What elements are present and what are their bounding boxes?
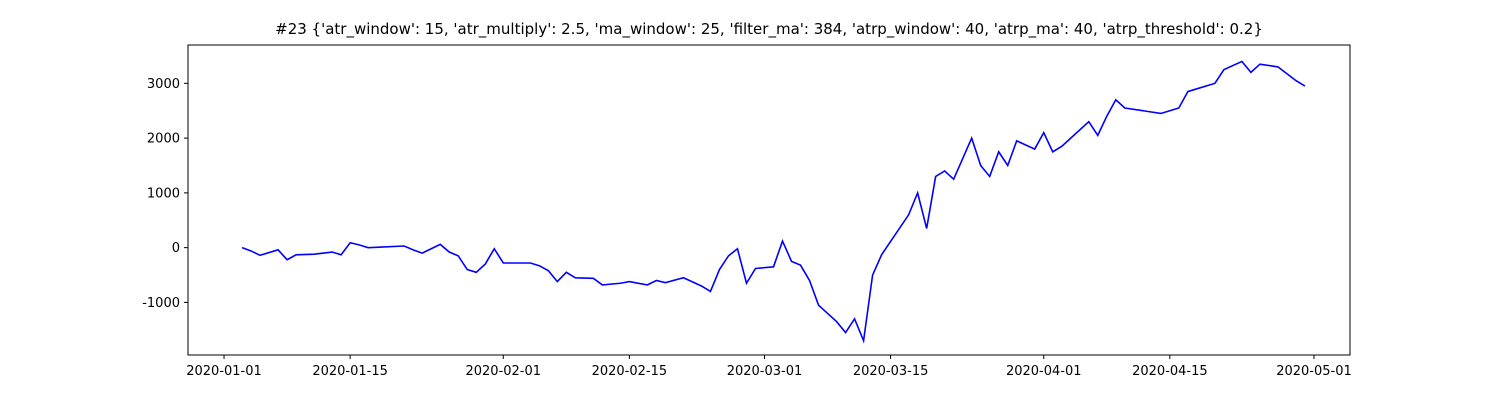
y-tick-label: 2000 [147, 132, 180, 147]
x-tick-label: 2020-01-15 [312, 364, 388, 379]
x-tick-label: 2020-05-01 [1276, 364, 1352, 379]
x-tick-label: 2020-03-01 [727, 364, 803, 379]
y-tick-label: 1000 [147, 186, 180, 201]
y-tick-label: 3000 [147, 77, 180, 92]
y-tick-label: 0 [172, 241, 180, 256]
x-tick-label: 2020-02-01 [465, 364, 541, 379]
chart-title: #23 {'atr_window': 15, 'atr_multiply': 2… [275, 20, 1263, 39]
x-tick-label: 2020-04-01 [1006, 364, 1082, 379]
line-series [241, 60, 1306, 344]
y-tick-label: -1000 [142, 296, 180, 311]
plot-frame [187, 44, 1351, 356]
x-tick-label: 2020-01-01 [186, 364, 262, 379]
x-tick-label: 2020-03-15 [853, 364, 929, 379]
x-tick-label: 2020-02-15 [592, 364, 668, 379]
x-tick-label: 2020-04-15 [1132, 364, 1208, 379]
